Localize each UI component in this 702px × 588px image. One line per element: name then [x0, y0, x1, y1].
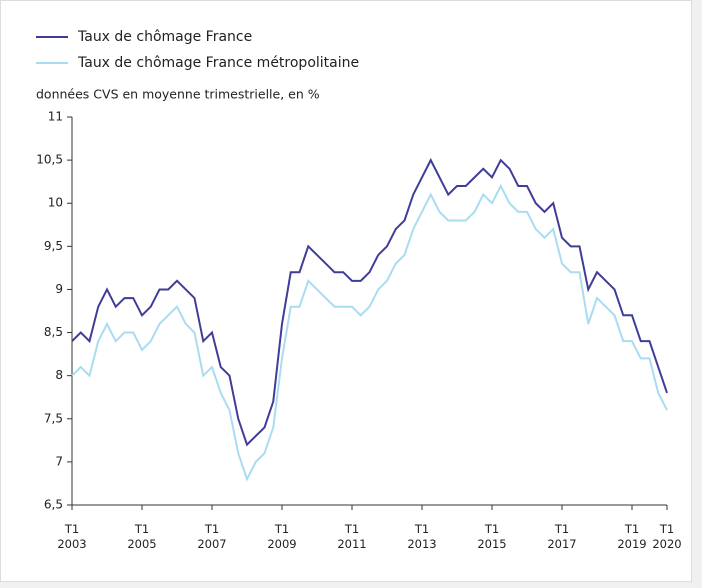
- line-series: [71, 157, 668, 447]
- x-tick-label: T1 2009: [267, 522, 297, 551]
- legend-label: Taux de chômage France: [77, 29, 252, 45]
- x-tick-label: T1 2017: [547, 522, 577, 551]
- y-tick-label: 11: [48, 110, 63, 124]
- y-tick-label: 7,5: [44, 411, 63, 425]
- x-tick-label: T1 2011: [337, 522, 367, 551]
- y-tick-label: 9,5: [44, 239, 63, 253]
- y-tick-label: 8: [55, 368, 63, 382]
- legend-label: Taux de chômage France métropolitaine: [77, 55, 359, 71]
- chart-subtitle: données CVS en moyenne trimestrielle, en…: [36, 87, 320, 102]
- x-tick-label: T1 2020: [652, 522, 682, 551]
- y-tick-label: 9: [55, 282, 63, 296]
- x-tick-label: T1 2013: [407, 522, 437, 551]
- x-tick-label: T1 2005: [127, 522, 157, 551]
- y-tick-label: 7: [55, 454, 63, 468]
- x-tick-label: T1 2015: [477, 522, 507, 551]
- y-tick-label: 8,5: [44, 325, 63, 339]
- y-tick-label: 6,5: [44, 498, 63, 512]
- y-tick-label: 10: [48, 196, 63, 210]
- x-tick-label: T1 2019: [617, 522, 647, 551]
- x-tick-label: T1 2007: [197, 522, 227, 551]
- x-tick-label: T1 2003: [57, 522, 87, 551]
- y-tick-label: 10,5: [36, 153, 63, 167]
- line-series: [71, 183, 668, 482]
- card: [0, 0, 692, 582]
